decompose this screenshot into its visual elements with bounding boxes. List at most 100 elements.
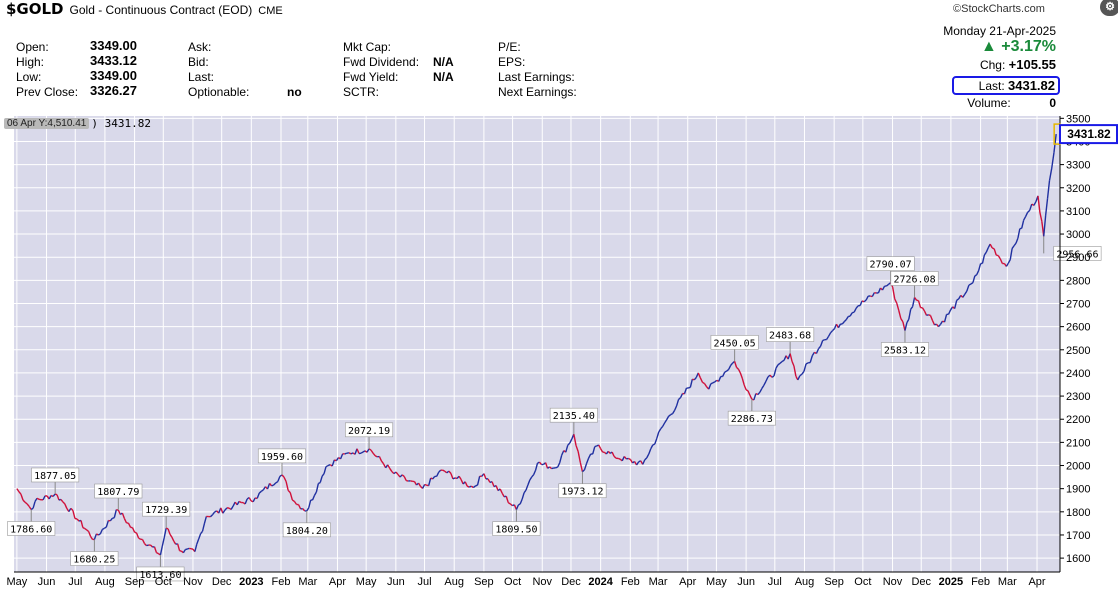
- price-segment: [697, 372, 702, 379]
- price-segment: [96, 533, 99, 536]
- price-segment: [1013, 242, 1017, 247]
- price-segment: [248, 497, 252, 502]
- annotation-box: [549, 407, 598, 423]
- price-segment: [703, 383, 708, 388]
- x-tick-label: Feb: [621, 576, 640, 588]
- price-segment: [20, 493, 24, 501]
- price-segment: [592, 446, 596, 455]
- price-segment: [331, 459, 335, 467]
- price-segment: [947, 309, 952, 315]
- price-segment: [487, 478, 491, 483]
- price-segment: [678, 397, 681, 400]
- annotation-label: 1804.20: [286, 526, 328, 537]
- price-segment: [613, 455, 617, 459]
- symbol-label[interactable]: $GOLD: [6, 0, 64, 18]
- price-segment: [430, 477, 433, 480]
- price-segment: [830, 330, 834, 334]
- quote-stats: Open: 3349.00 High: 3433.12 Low: 3349.00…: [0, 0, 1118, 120]
- y-tick-label: 3200: [1066, 183, 1090, 195]
- price-segment: [509, 503, 513, 507]
- price-segment: [803, 363, 807, 372]
- price-segment: [123, 518, 128, 524]
- price-segment: [194, 543, 198, 552]
- price-segment: [765, 376, 769, 382]
- price-segment: [881, 285, 886, 291]
- price-segment: [675, 399, 680, 407]
- price-segment: [527, 479, 531, 486]
- x-tick-label: Aug: [95, 576, 115, 588]
- price-segment: [575, 445, 579, 452]
- price-segment: [466, 485, 470, 488]
- price-segment: [531, 474, 535, 478]
- y-tick-label: 2300: [1066, 391, 1090, 403]
- x-tick-label: Oct: [504, 576, 521, 588]
- price-annotation: 2483.68: [766, 327, 815, 354]
- price-segment: [863, 299, 867, 303]
- price-segment: [544, 462, 549, 469]
- ask-label: Ask:: [188, 40, 212, 54]
- price-segment: [86, 529, 90, 533]
- y-tick-label: 3100: [1066, 206, 1090, 218]
- y-tick-label: 1700: [1066, 530, 1090, 542]
- price-annotation: 2450.05: [710, 335, 759, 362]
- price-segment: [557, 462, 561, 468]
- brand-watermark[interactable]: ©StockCharts.com: [953, 3, 1045, 15]
- price-segment: [559, 454, 563, 463]
- price-segment: [811, 351, 815, 357]
- price-annotation: 1786.60: [7, 509, 56, 536]
- crosshair-tooltip: 06 Apr Y:4,510.41: [4, 117, 90, 129]
- price-segment: [112, 516, 115, 520]
- price-segment: [489, 480, 493, 484]
- annotation-box: [492, 521, 541, 536]
- price-segment: [171, 536, 175, 542]
- price-segment: [141, 539, 146, 544]
- annotation-box: [345, 422, 394, 438]
- price-segment: [32, 501, 36, 509]
- price-segment: [985, 247, 989, 253]
- price-segment: [76, 518, 80, 522]
- price-segment: [319, 475, 323, 483]
- price-segment: [894, 298, 898, 304]
- price-segment: [743, 384, 747, 391]
- price-segment: [260, 489, 264, 492]
- price-segment: [747, 390, 751, 396]
- bid-label: Bid:: [188, 55, 209, 69]
- price-segment: [72, 510, 76, 519]
- price-segment: [736, 366, 739, 370]
- price-segment: [391, 471, 395, 475]
- price-segment: [80, 520, 84, 528]
- price-segment: [244, 498, 248, 505]
- x-tick-label: Apr: [679, 576, 696, 588]
- price-segment: [470, 485, 474, 489]
- price-segment: [797, 375, 801, 381]
- price-segment: [283, 476, 287, 482]
- price-annotation: 2072.19: [345, 422, 394, 449]
- prev-close-value: 3326.27: [90, 83, 137, 98]
- price-segment: [134, 531, 137, 534]
- annotation-label: 2286.73: [731, 414, 773, 425]
- volume-value: 0: [1049, 96, 1056, 110]
- annotation-label: 2483.68: [769, 331, 811, 342]
- open-label: Open:: [16, 40, 49, 54]
- price-segment: [845, 316, 849, 321]
- price-segment: [1011, 245, 1015, 249]
- price-segment: [438, 469, 442, 473]
- x-tick-label: Aug: [444, 576, 464, 588]
- settings-icon[interactable]: ⚙: [1100, 0, 1118, 16]
- annotation-label: 1973.12: [561, 487, 603, 498]
- price-segment: [285, 481, 289, 491]
- price-segment: [306, 507, 310, 512]
- price-segment: [82, 527, 86, 530]
- price-segment: [468, 485, 472, 488]
- price-segment: [89, 535, 94, 540]
- x-tick-label: Mar: [649, 576, 668, 588]
- price-segment: [718, 376, 722, 382]
- price-segment: [209, 514, 214, 518]
- price-annotation: 1613.60: [136, 554, 185, 582]
- price-segment: [1021, 220, 1025, 229]
- annotation-box: [94, 483, 143, 499]
- y-tick-label: 2100: [1066, 437, 1090, 449]
- price-segment: [656, 431, 660, 439]
- x-tick-label: Apr: [329, 576, 346, 588]
